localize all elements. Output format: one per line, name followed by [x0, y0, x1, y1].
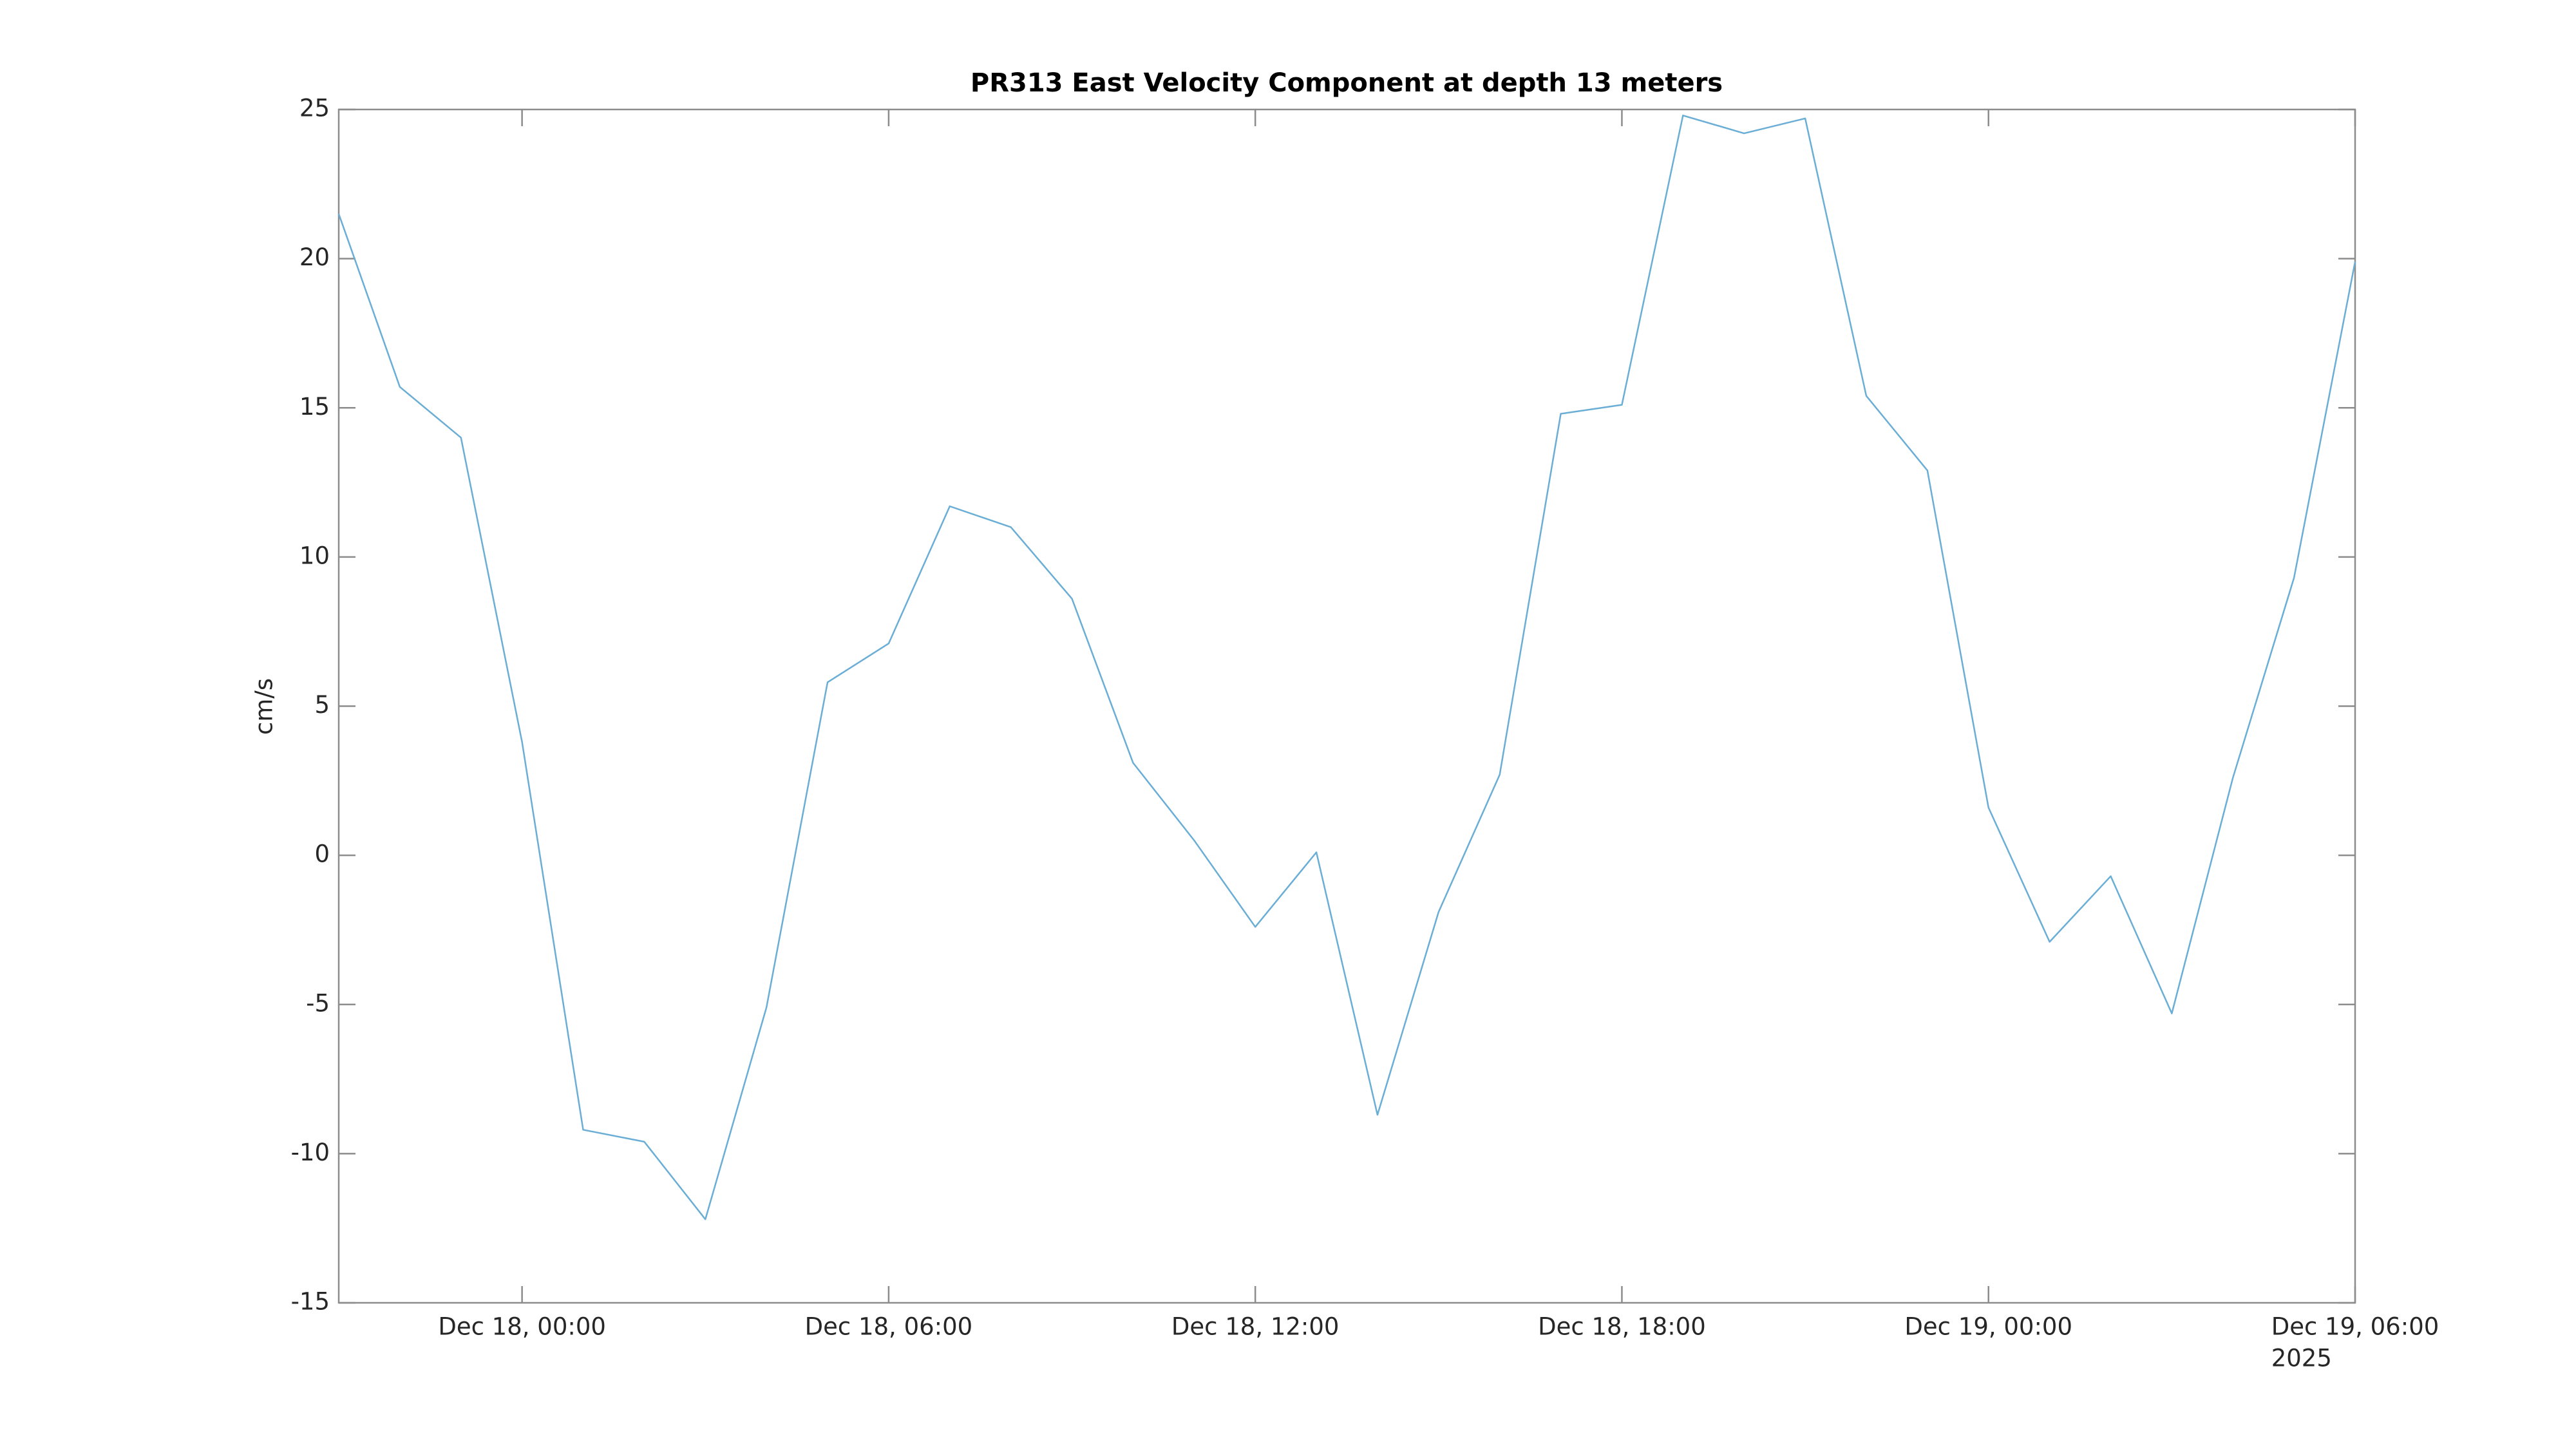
y-axis-label: cm/s [251, 678, 278, 735]
y-tick-label: 25 [299, 95, 330, 122]
x-tick-label: Dec 18, 18:00 [1538, 1313, 1706, 1341]
x-tick-label: Dec 18, 00:00 [438, 1313, 606, 1341]
x-tick-label: Dec 18, 12:00 [1171, 1313, 1340, 1341]
chart-title: PR313 East Velocity Component at depth 1… [971, 68, 1723, 98]
x-tick-label: Dec 18, 06:00 [805, 1313, 973, 1341]
x-tick-label: Dec 19, 00:00 [1904, 1313, 2072, 1341]
y-tick-label: 10 [299, 542, 330, 569]
y-tick-label: -15 [291, 1288, 330, 1316]
y-tick-label: 5 [314, 691, 330, 719]
y-tick-label: 20 [299, 243, 330, 271]
data-line [337, 115, 2356, 1220]
x-year-label: 2025 [2271, 1345, 2332, 1372]
y-tick-label: 0 [314, 840, 330, 868]
y-tick-label: -5 [306, 989, 330, 1017]
x-tick-label: Dec 19, 06:00 [2271, 1313, 2439, 1341]
y-tick-label: -10 [291, 1139, 330, 1166]
y-tick-label: 15 [299, 393, 330, 421]
